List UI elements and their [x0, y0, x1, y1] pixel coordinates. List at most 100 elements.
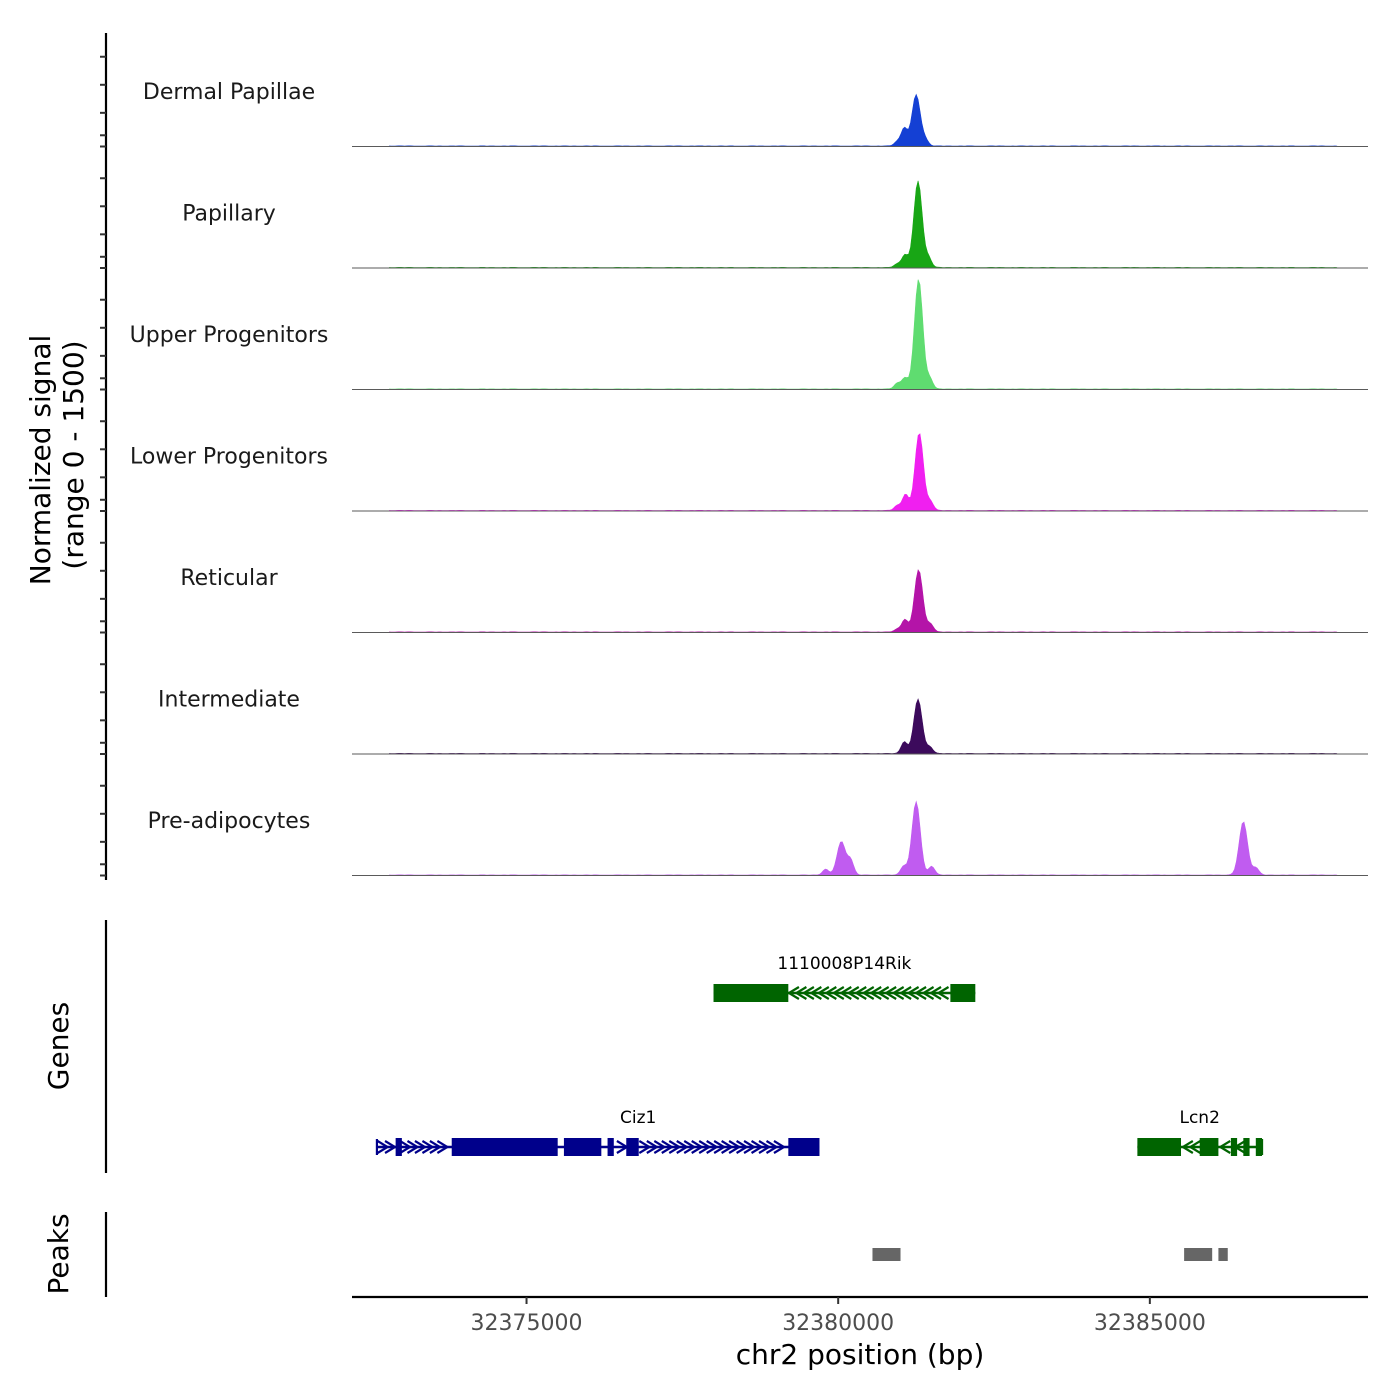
x-tick-label: 32380000: [782, 1311, 894, 1336]
signal-track: Upper Progenitors: [130, 279, 1368, 390]
strand-chevron: [436, 1140, 450, 1154]
strand-chevron: [713, 1140, 727, 1154]
strand-chevron: [414, 1140, 428, 1154]
strand-chevron: [750, 1140, 764, 1154]
gene-name: Ciz1: [620, 1108, 656, 1128]
strand-chevron: [743, 1140, 757, 1154]
strand-chevron: [758, 1140, 772, 1154]
strand-chevron: [668, 1140, 682, 1154]
strand-chevron: [661, 1140, 674, 1154]
track-label: Reticular: [180, 566, 278, 591]
strand-chevron: [1188, 1140, 1201, 1154]
strand-chevron: [876, 986, 890, 1000]
strand-chevron: [721, 1140, 734, 1154]
strand-chevron: [831, 986, 845, 1000]
strand-chevron: [928, 986, 942, 1000]
strand-chevron: [921, 986, 935, 1000]
gene-exon: [607, 1138, 614, 1156]
strand-chevron: [653, 1140, 667, 1154]
strand-chevron: [884, 986, 897, 1000]
gene-exon: [713, 984, 789, 1002]
strand-chevron: [773, 1140, 787, 1154]
signal-track: Reticular: [180, 566, 1368, 633]
gene-exon: [1255, 1138, 1263, 1156]
strand-chevron: [891, 986, 905, 1000]
strand-chevron: [898, 986, 912, 1000]
signal-area: [389, 93, 1338, 147]
strand-chevron: [384, 1140, 398, 1154]
x-axis-label: chr2 position (bp): [736, 1338, 985, 1371]
signal-track: Dermal Papillae: [143, 80, 1368, 147]
gene-exon: [1137, 1138, 1182, 1156]
track-label: Lower Progenitors: [130, 445, 328, 470]
strand-chevron: [816, 986, 830, 1000]
signal-track: Intermediate: [158, 688, 1368, 755]
strand-chevron: [399, 1140, 413, 1154]
track-label: Intermediate: [158, 688, 300, 713]
track-label: Pre-adipocytes: [148, 809, 311, 834]
signal-track: Papillary: [182, 180, 1368, 269]
strand-chevron: [869, 986, 882, 1000]
gene-exon: [626, 1138, 639, 1156]
strand-chevron: [824, 986, 837, 1000]
gene-exon: [1243, 1138, 1250, 1156]
strand-chevron: [646, 1140, 659, 1154]
strand-chevron: [765, 1140, 779, 1154]
peak-region: [1184, 1248, 1213, 1261]
strand-chevron: [728, 1140, 742, 1154]
gene-exon: [1199, 1138, 1219, 1156]
strand-chevron: [691, 1140, 704, 1154]
x-tick-label: 32385000: [1094, 1311, 1206, 1336]
strand-chevron: [406, 1140, 420, 1154]
track-label: Papillary: [182, 202, 276, 227]
y-axis-label-line1: Normalized signal: [24, 335, 57, 586]
axes: 32375000 32380000 32385000: [100, 33, 1368, 1336]
gene-name: 1110008P14Rik: [777, 954, 911, 974]
strand-chevron: [683, 1140, 697, 1154]
strand-chevron: [794, 986, 807, 1000]
strand-chevron: [809, 986, 822, 1000]
signal-area: [389, 800, 1338, 876]
strand-chevron: [1180, 1140, 1194, 1154]
strand-chevron: [1218, 1140, 1231, 1154]
gene-exon: [563, 1138, 602, 1156]
peak-track: [872, 1248, 1228, 1261]
strand-chevron: [638, 1140, 652, 1154]
y-axis-label-line2: (range 0 - 1500): [57, 340, 90, 569]
strand-chevron: [801, 986, 815, 1000]
signal-area: [389, 433, 1338, 512]
strand-chevron: [786, 986, 800, 1000]
track-label: Dermal Papillae: [143, 80, 315, 105]
peaks-track-label: Peaks: [42, 1213, 75, 1294]
gene-exon: [788, 1138, 820, 1156]
strand-chevron: [421, 1140, 435, 1154]
peak-region: [872, 1248, 901, 1261]
gene-name: Lcn2: [1179, 1108, 1219, 1128]
gene-exon: [950, 984, 976, 1002]
strand-chevron: [861, 986, 875, 1000]
strand-chevron: [846, 986, 860, 1000]
gene-model: 1110008P14Rik: [713, 954, 976, 1002]
strand-chevron: [854, 986, 867, 1000]
x-tick-label: 32375000: [471, 1311, 583, 1336]
signal-area: [389, 698, 1338, 755]
signal-area: [389, 180, 1338, 269]
signal-area: [389, 569, 1338, 633]
strand-chevron: [736, 1140, 749, 1154]
gene-exon: [1230, 1138, 1238, 1156]
signal-area: [389, 279, 1338, 390]
gene-exon: [451, 1138, 558, 1156]
gene-track: 1110008P14Rik Ciz1 Lcn2: [375, 954, 1264, 1156]
gene-model: Lcn2: [1137, 1108, 1263, 1156]
genes-track-label: Genes: [42, 1002, 75, 1090]
strand-chevron: [698, 1140, 712, 1154]
strand-chevron: [839, 986, 852, 1000]
signal-track: Pre-adipocytes: [148, 800, 1368, 876]
strand-chevron: [706, 1140, 719, 1154]
track-label: Upper Progenitors: [130, 323, 329, 348]
strand-chevron: [429, 1140, 443, 1154]
peak-region: [1218, 1248, 1228, 1261]
gene-model: Ciz1: [376, 1108, 820, 1156]
strand-chevron: [913, 986, 927, 1000]
